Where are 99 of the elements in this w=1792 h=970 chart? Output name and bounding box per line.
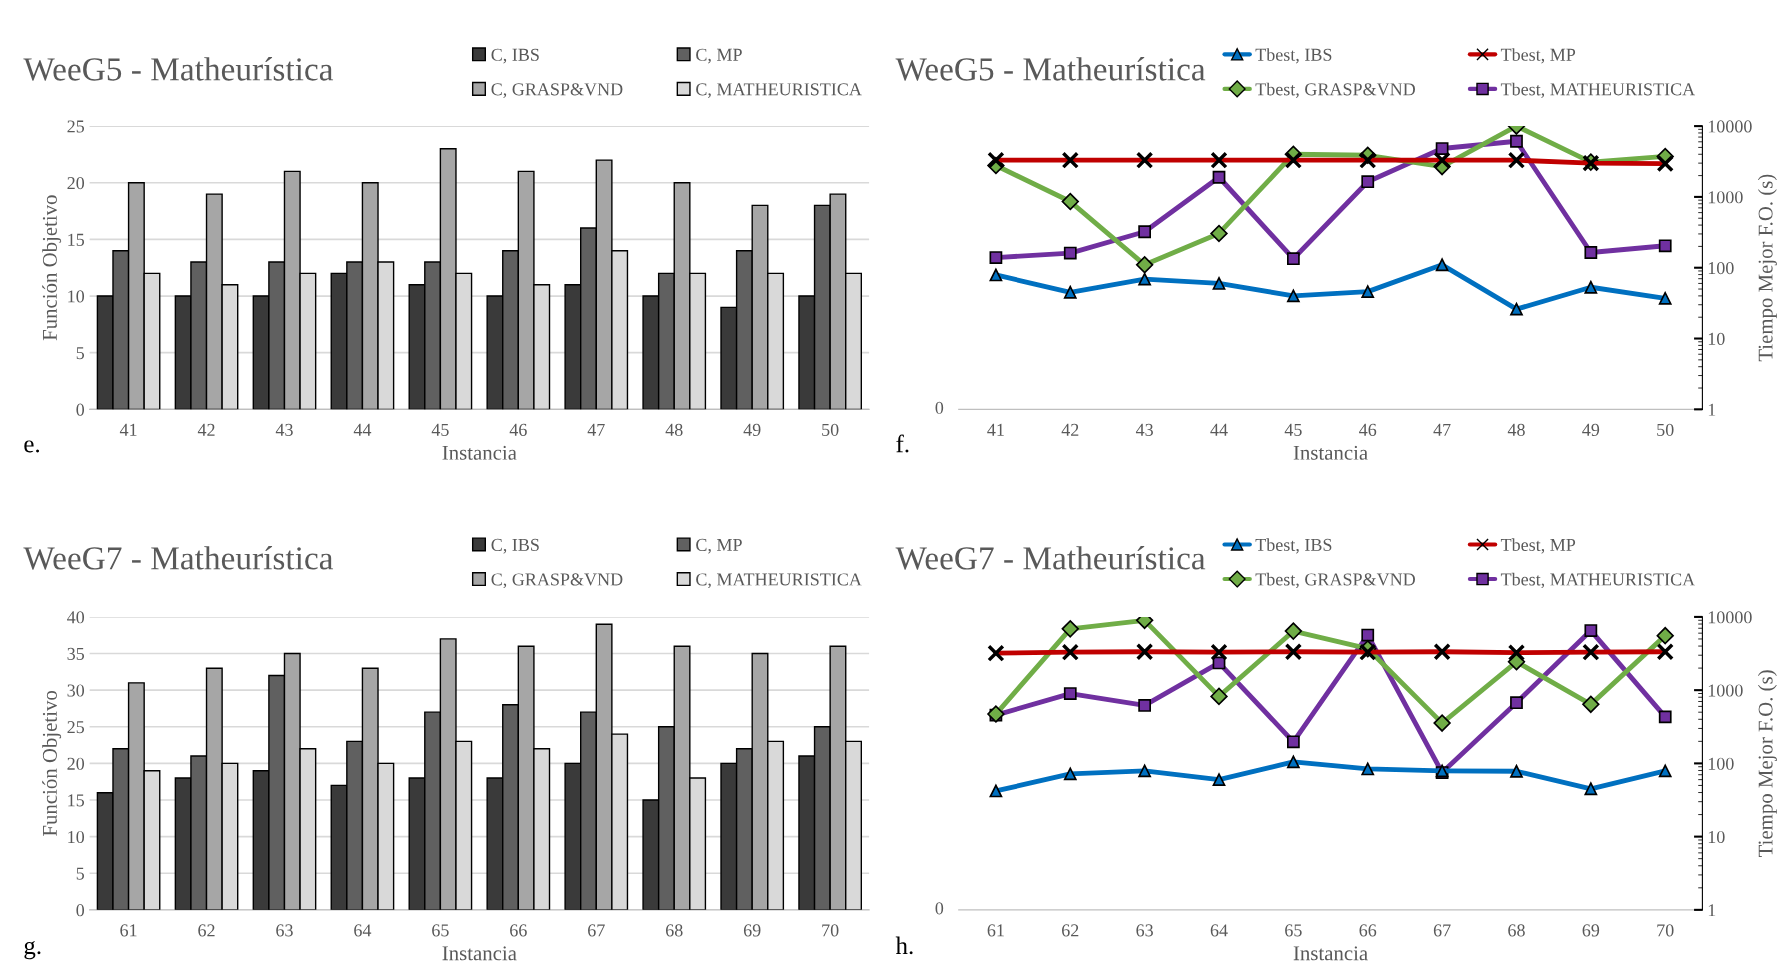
legend-label: Tbest, GRASP&VND <box>1255 572 1416 589</box>
x-tick-label: 49 <box>1582 423 1600 436</box>
y-tick-label: 20 <box>67 177 85 190</box>
x-tick-label: 43 <box>275 423 293 436</box>
y-axis-title: Función Objetivo <box>42 195 62 341</box>
y-tick-label: 35 <box>67 647 85 660</box>
x-axis-title: Instancia <box>442 445 517 460</box>
y-tick-label: 5 <box>76 867 85 880</box>
y2-tick-label: 1 <box>1708 904 1716 917</box>
x-tick-label: 46 <box>509 423 527 436</box>
y-axis-title: Función Objetivo <box>42 690 62 836</box>
y-tick-label: 15 <box>68 794 85 807</box>
text: e. <box>24 440 40 453</box>
x-tick-label: 45 <box>431 423 449 436</box>
x-tick-label: 62 <box>1062 924 1079 937</box>
y2-axis-title: Tiempo Mejor F.O. (s) <box>1757 670 1777 857</box>
x-tick-label: 64 <box>354 924 372 937</box>
x-tick-label: 65 <box>432 924 449 937</box>
x-tick-label: 44 <box>1210 423 1228 436</box>
legend-label: Tbest, MP <box>1500 48 1576 64</box>
x-tick-label: 45 <box>1284 423 1302 436</box>
x-tick-label: 66 <box>510 924 527 937</box>
legend-label: C, MP <box>696 538 742 554</box>
x-tick-label: 63 <box>276 924 293 937</box>
text: g. <box>24 941 41 960</box>
x-tick-label: 47 <box>1433 423 1451 436</box>
x-tick-label: 41 <box>987 423 1004 436</box>
y-tick-label: 10 <box>68 290 85 303</box>
y2-tick-label: 10000 <box>1708 120 1752 133</box>
y-tick-label: 5 <box>76 347 85 360</box>
x-tick-label: 69 <box>1582 924 1600 937</box>
x-tick-label: 48 <box>1507 423 1525 436</box>
x-tick-label: 44 <box>353 423 372 436</box>
text: 0 <box>935 902 944 915</box>
y2-tick-label: 10 <box>1708 332 1725 345</box>
text: 0 <box>935 401 944 414</box>
x-tick-label: 67 <box>1433 924 1451 937</box>
legend-label: C, GRASP&VND <box>491 573 623 589</box>
x-tick-label: 69 <box>743 924 761 937</box>
x-tick-label: 48 <box>665 423 683 436</box>
y2-tick-label: 1000 <box>1708 684 1743 697</box>
legend-label: C, MP <box>696 48 742 64</box>
x-tick-label: 46 <box>1359 423 1377 436</box>
x-tick-label: 41 <box>119 423 137 436</box>
y-tick-label: 40 <box>67 611 85 624</box>
y2-tick-label: 100 <box>1708 261 1734 275</box>
x-tick-label: 63 <box>1136 924 1153 937</box>
x-tick-label: 61 <box>120 924 137 937</box>
y-tick-label: 25 <box>67 120 85 133</box>
y-tick-label: 25 <box>67 721 85 734</box>
legend-label: C, MATHEURISTICA <box>696 83 862 98</box>
legend-label: Tbest, MATHEURISTICA <box>1500 572 1696 589</box>
x-tick-label: 68 <box>1508 924 1525 937</box>
x-axis-title: Instancia <box>1293 946 1368 961</box>
x-tick-label: 70 <box>822 924 839 937</box>
x-tick-label: 50 <box>822 423 839 436</box>
x-tick-label: 66 <box>1359 924 1377 937</box>
x-tick-label: 50 <box>1657 423 1674 436</box>
x-axis-title: Instancia <box>442 946 517 961</box>
x-tick-label: 42 <box>197 423 215 436</box>
chart-title: WeeG7 - Matheurística <box>23 546 334 570</box>
legend-label: Tbest, MATHEURISTICA <box>1500 82 1696 98</box>
x-tick-label: 67 <box>588 924 605 937</box>
y-tick-label: 30 <box>67 684 85 697</box>
y2-tick-label: 10 <box>1708 830 1725 844</box>
legend-label: C, GRASP&VND <box>491 83 623 98</box>
x-tick-label: 68 <box>665 924 683 937</box>
text: h. <box>895 936 913 955</box>
y-tick-label: 10 <box>68 830 85 844</box>
y-tick-label: 0 <box>76 904 85 917</box>
x-tick-label: 47 <box>587 423 605 436</box>
y2-tick-label: 1000 <box>1708 191 1743 204</box>
y-tick-label: 20 <box>67 757 85 770</box>
y-tick-label: 15 <box>68 233 85 246</box>
text: f. <box>896 434 909 453</box>
x-tick-label: 43 <box>1135 423 1153 436</box>
y-tick-label: 0 <box>76 403 85 416</box>
y2-tick-label: 1 <box>1708 403 1716 416</box>
x-tick-label: 62 <box>198 924 215 937</box>
x-tick-label: 70 <box>1657 924 1674 937</box>
legend-label: C, MATHEURISTICA <box>696 573 862 589</box>
legend-label: Tbest, GRASP&VND <box>1255 82 1416 98</box>
legend-label: Tbest, MP <box>1500 538 1576 554</box>
x-tick-label: 61 <box>987 924 1004 937</box>
x-axis-title: Instancia <box>1293 445 1368 460</box>
y2-tick-label: 100 <box>1708 757 1734 770</box>
y2-axis-title: Tiempo Mejor F.O. (s) <box>1757 174 1777 362</box>
x-tick-label: 64 <box>1210 924 1228 937</box>
chart-title: WeeG7 - Matheurística <box>895 546 1206 570</box>
legend-label: Tbest, IBS <box>1255 48 1332 64</box>
legend-label: C, IBS <box>491 48 539 64</box>
x-tick-label: 65 <box>1285 924 1302 937</box>
x-tick-label: 49 <box>743 423 761 436</box>
legend-label: Tbest, IBS <box>1255 538 1332 554</box>
x-tick-label: 42 <box>1061 423 1079 436</box>
chart-title: WeeG5 - Matheurística <box>23 57 334 81</box>
legend-label: C, IBS <box>491 538 539 554</box>
y2-tick-label: 10000 <box>1708 611 1752 624</box>
chart-title: WeeG5 - Matheurística <box>895 57 1206 81</box>
